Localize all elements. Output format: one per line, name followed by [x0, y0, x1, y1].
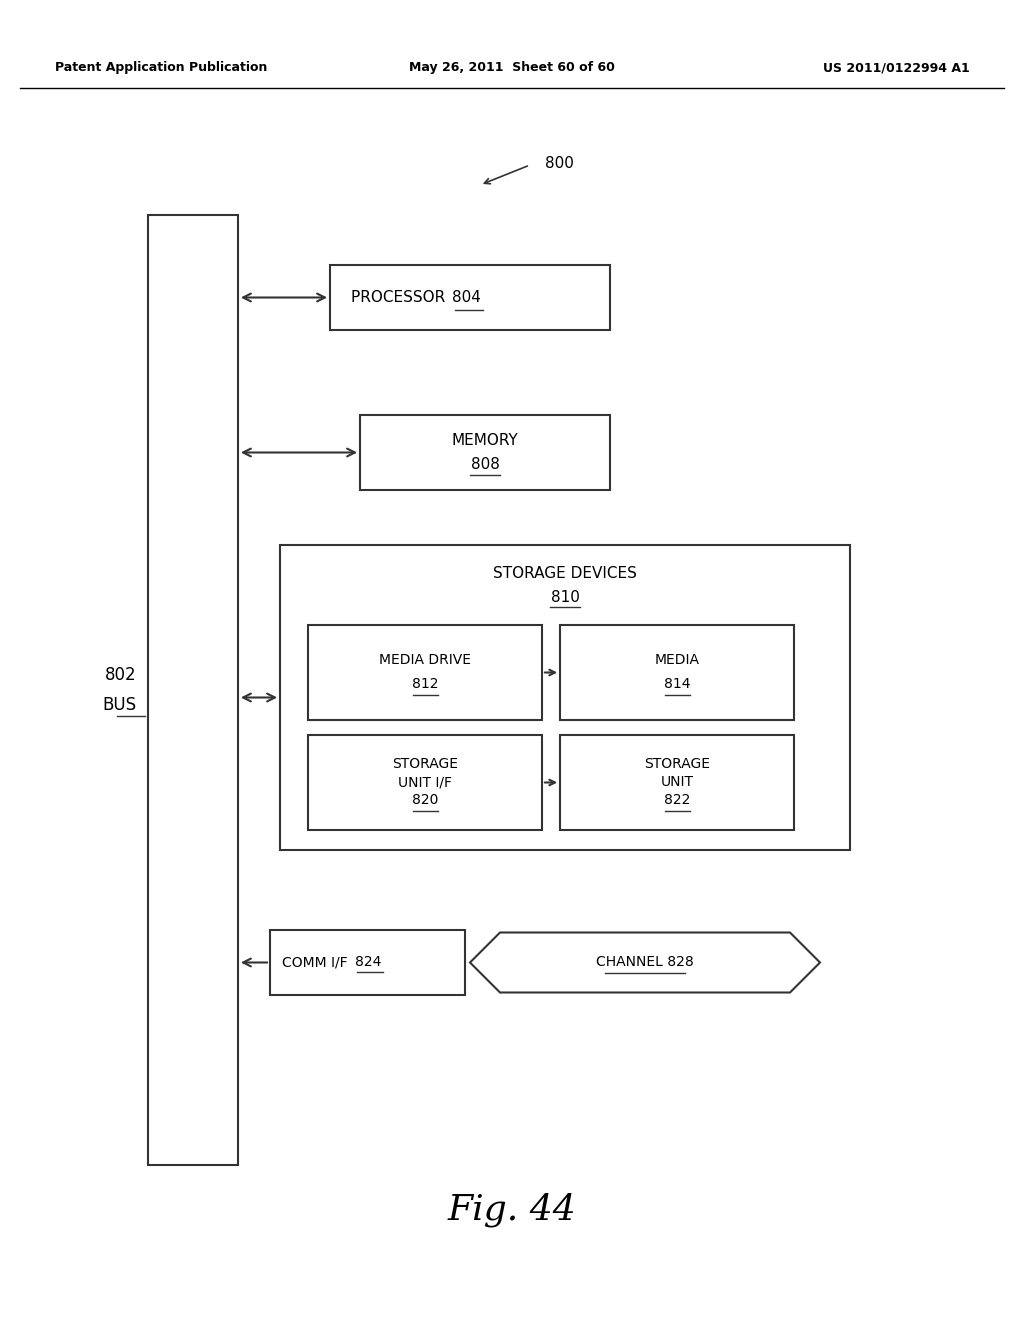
Text: STORAGE DEVICES: STORAGE DEVICES — [494, 565, 637, 581]
Text: MEDIA: MEDIA — [654, 653, 699, 668]
Text: 812: 812 — [412, 677, 438, 692]
Text: 802: 802 — [104, 667, 136, 684]
Text: 804: 804 — [452, 290, 481, 305]
Text: 814: 814 — [664, 677, 690, 692]
Text: May 26, 2011  Sheet 60 of 60: May 26, 2011 Sheet 60 of 60 — [409, 62, 615, 74]
Text: US 2011/0122994 A1: US 2011/0122994 A1 — [823, 62, 970, 74]
Bar — [560, 735, 794, 830]
Bar — [148, 215, 238, 1166]
Text: 824: 824 — [354, 956, 381, 969]
Text: 820: 820 — [412, 793, 438, 808]
Text: MEMORY: MEMORY — [452, 433, 518, 447]
Bar — [270, 931, 465, 995]
Text: 822: 822 — [664, 793, 690, 808]
Text: COMM I/F: COMM I/F — [283, 956, 352, 969]
Text: Patent Application Publication: Patent Application Publication — [55, 62, 267, 74]
Text: BUS: BUS — [101, 696, 136, 714]
Bar — [308, 624, 542, 719]
Bar — [360, 414, 610, 490]
Text: PROCESSOR: PROCESSOR — [351, 290, 450, 305]
Bar — [560, 624, 794, 719]
Polygon shape — [470, 932, 820, 993]
Text: UNIT: UNIT — [660, 776, 693, 789]
Bar — [280, 545, 850, 850]
Text: 810: 810 — [551, 590, 580, 605]
Text: 800: 800 — [545, 156, 573, 170]
Text: MEDIA DRIVE: MEDIA DRIVE — [379, 653, 471, 668]
Bar — [330, 265, 610, 330]
Text: Fig. 44: Fig. 44 — [447, 1193, 577, 1228]
Text: 808: 808 — [471, 457, 500, 473]
Bar — [308, 735, 542, 830]
Text: STORAGE: STORAGE — [392, 758, 458, 771]
Text: UNIT I/F: UNIT I/F — [398, 776, 452, 789]
Text: STORAGE: STORAGE — [644, 758, 710, 771]
Text: CHANNEL 828: CHANNEL 828 — [596, 956, 694, 969]
